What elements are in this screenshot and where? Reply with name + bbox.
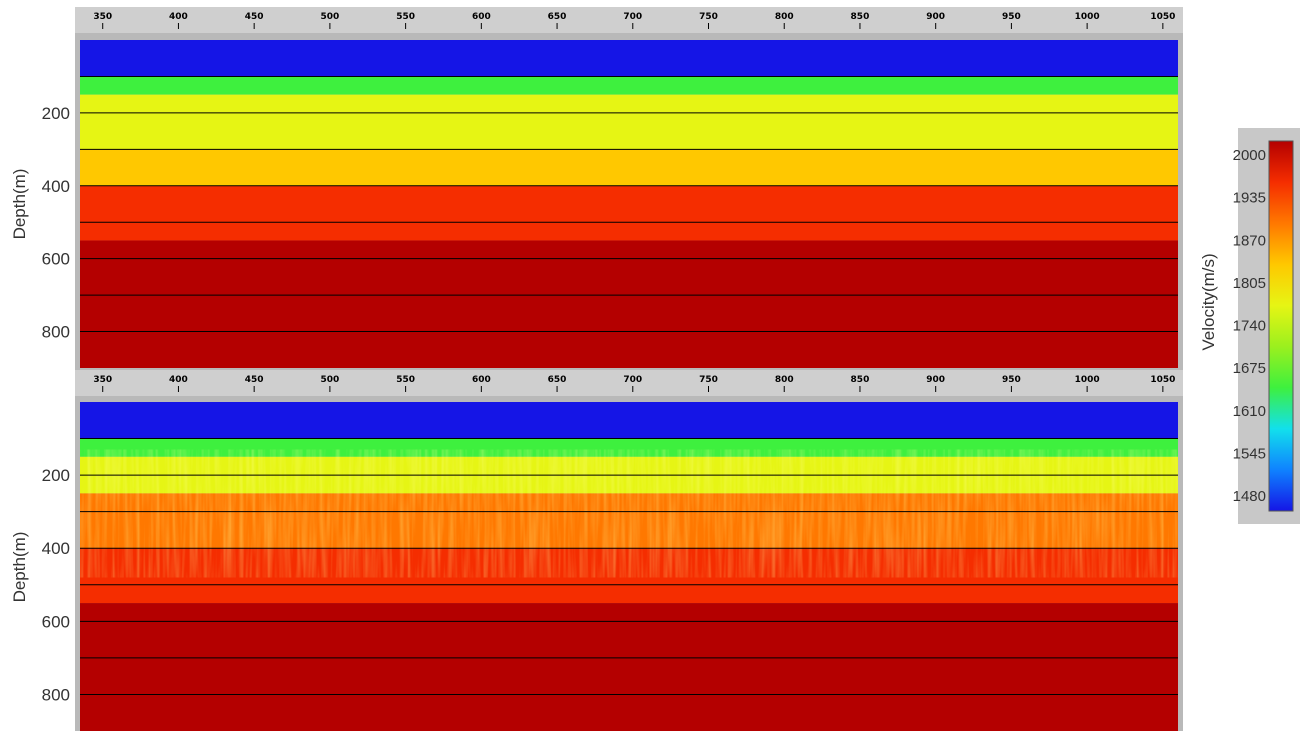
colorbar-tick-label: 1805	[1233, 275, 1266, 292]
velocity-field	[80, 402, 1178, 731]
x-tick-label: 350	[93, 375, 112, 385]
x-tick-label: 550	[396, 375, 415, 385]
velocity-layer	[80, 185, 1178, 241]
x-tick-label: 500	[320, 12, 339, 22]
x-tick-label: 650	[548, 12, 567, 22]
x-tick-label: 1050	[1150, 12, 1175, 22]
x-tick-label: 700	[623, 375, 642, 385]
colorbar: 2000 1935 1870 1805 1740 1675 1610 1545 1480 Vel…	[1199, 128, 1300, 524]
x-tick-label: 600	[472, 12, 491, 22]
y-tick-label: 200	[42, 104, 70, 123]
x-axis-bar	[75, 370, 1183, 396]
y-tick-label: 600	[42, 612, 70, 631]
colorbar-tick-label: 1935	[1233, 190, 1266, 207]
x-tick-label: 750	[699, 375, 718, 385]
colorbar-tick-label: 1740	[1233, 318, 1266, 335]
y-tick-label: 400	[42, 539, 70, 558]
x-axis-ticks: 350 400 450 500 550 600 650 700 750 800 850 900 950 1…	[93, 12, 1175, 29]
x-tick-label: 800	[775, 375, 794, 385]
y-tick-label: 800	[42, 323, 70, 342]
y-tick-label: 200	[42, 466, 70, 485]
y-tick-label: 400	[42, 177, 70, 196]
x-axis-bar	[75, 7, 1183, 33]
velocity-texture	[80, 449, 1178, 578]
colorbar-gradient	[1268, 140, 1294, 512]
x-axis-ticks: 350 400 450 500 550 600 650 700 750 800 850 900 950 1…	[93, 375, 1175, 392]
x-tick-label: 850	[851, 12, 870, 22]
velocity-panel-detailed: 350 400 450 500 550 600 650 700 750 800 850 900 950 1…	[10, 370, 1183, 731]
x-tick-label: 1000	[1075, 12, 1100, 22]
x-tick-label: 750	[699, 12, 718, 22]
velocity-field	[80, 40, 1178, 368]
x-tick-label: 400	[169, 375, 188, 385]
colorbar-tick-label: 1870	[1233, 232, 1266, 249]
velocity-layer	[80, 240, 1178, 368]
velocity-layer	[80, 76, 1178, 95]
y-axis-label: Depth(m)	[10, 532, 29, 603]
x-tick-label: 350	[93, 12, 112, 22]
x-tick-label: 950	[1002, 375, 1021, 385]
x-tick-label: 500	[320, 375, 339, 385]
velocity-layer	[80, 402, 1178, 439]
colorbar-tick-label: 1675	[1233, 360, 1266, 377]
colorbar-label: Velocity(m/s)	[1199, 253, 1218, 350]
colorbar-tick-label: 1545	[1233, 445, 1266, 462]
y-axis-ticks: 200 400 600 800	[42, 466, 70, 704]
x-tick-label: 650	[548, 375, 567, 385]
depth-gridlines	[80, 438, 1178, 695]
x-tick-label: 700	[623, 12, 642, 22]
x-tick-label: 1050	[1150, 375, 1175, 385]
velocity-layer	[80, 40, 1178, 77]
colorbar-ticks: 2000 1935 1870 1805 1740 1675 1610 1545 1480	[1233, 147, 1266, 505]
depth-gridlines	[80, 75, 1178, 333]
y-tick-label: 800	[42, 685, 70, 704]
x-tick-label: 550	[396, 12, 415, 22]
x-tick-label: 450	[245, 12, 264, 22]
velocity-layer	[80, 94, 1178, 150]
colorbar-tick-label: 1610	[1233, 403, 1266, 420]
y-axis-ticks: 200 400 600 800	[42, 104, 70, 342]
colorbar-tick-label: 2000	[1233, 147, 1266, 164]
x-tick-label: 1000	[1075, 375, 1100, 385]
x-tick-label: 600	[472, 375, 491, 385]
x-tick-label: 400	[169, 12, 188, 22]
y-tick-label: 600	[42, 250, 70, 269]
x-tick-label: 800	[775, 12, 794, 22]
velocity-panel-smooth: 350 400 450 500 550 600 650 700 750 800 850 900 950 1…	[10, 7, 1183, 370]
velocity-layer	[80, 603, 1178, 731]
x-tick-label: 950	[1002, 12, 1021, 22]
velocity-layer	[80, 149, 1178, 186]
x-tick-label: 900	[926, 12, 945, 22]
colorbar-tick-label: 1480	[1233, 488, 1266, 505]
x-tick-label: 450	[245, 375, 264, 385]
x-tick-label: 900	[926, 375, 945, 385]
y-axis-label: Depth(m)	[10, 169, 29, 240]
x-tick-label: 850	[851, 375, 870, 385]
